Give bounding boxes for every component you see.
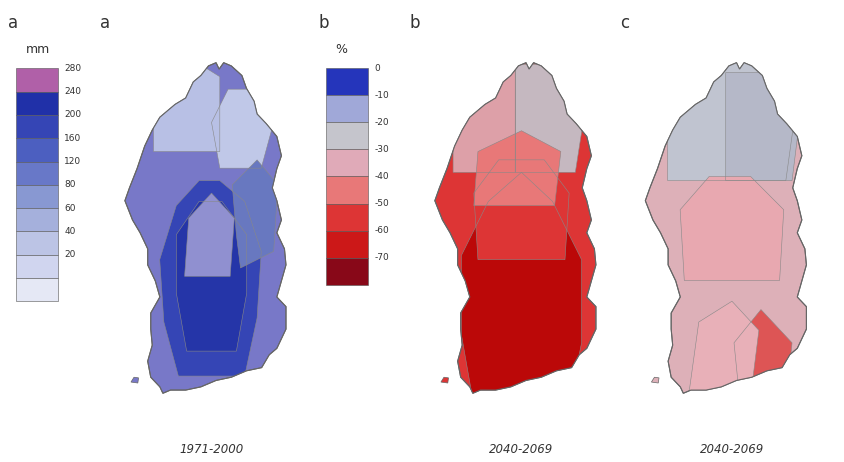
Text: 0: 0 bbox=[374, 64, 380, 73]
Text: 2040-2069: 2040-2069 bbox=[700, 443, 764, 456]
Polygon shape bbox=[435, 63, 596, 393]
FancyBboxPatch shape bbox=[326, 150, 369, 176]
FancyBboxPatch shape bbox=[16, 231, 58, 255]
FancyBboxPatch shape bbox=[326, 176, 369, 203]
Text: 80: 80 bbox=[64, 180, 76, 189]
FancyBboxPatch shape bbox=[326, 96, 369, 122]
Polygon shape bbox=[734, 310, 792, 405]
Polygon shape bbox=[462, 172, 582, 405]
FancyBboxPatch shape bbox=[16, 208, 58, 231]
Polygon shape bbox=[646, 63, 806, 393]
FancyBboxPatch shape bbox=[326, 203, 369, 231]
Text: 160: 160 bbox=[64, 134, 82, 143]
Text: -10: -10 bbox=[374, 91, 389, 100]
FancyBboxPatch shape bbox=[16, 255, 58, 278]
Polygon shape bbox=[125, 63, 286, 393]
FancyBboxPatch shape bbox=[16, 185, 58, 208]
Polygon shape bbox=[125, 63, 286, 393]
FancyBboxPatch shape bbox=[16, 91, 58, 115]
Polygon shape bbox=[154, 56, 219, 152]
FancyBboxPatch shape bbox=[326, 68, 369, 96]
Text: c: c bbox=[620, 14, 629, 32]
Polygon shape bbox=[212, 89, 273, 168]
Polygon shape bbox=[515, 64, 586, 172]
Text: 240: 240 bbox=[64, 87, 81, 96]
FancyBboxPatch shape bbox=[326, 122, 369, 150]
Polygon shape bbox=[726, 73, 800, 181]
Text: 40: 40 bbox=[64, 227, 76, 236]
Text: b: b bbox=[409, 14, 420, 32]
Polygon shape bbox=[646, 63, 806, 393]
FancyBboxPatch shape bbox=[326, 231, 369, 258]
Text: -50: -50 bbox=[374, 199, 389, 208]
FancyBboxPatch shape bbox=[16, 115, 58, 138]
Polygon shape bbox=[160, 181, 262, 376]
Polygon shape bbox=[131, 377, 138, 383]
Polygon shape bbox=[232, 160, 278, 268]
Polygon shape bbox=[668, 52, 796, 181]
Text: mm: mm bbox=[26, 43, 50, 56]
Polygon shape bbox=[473, 160, 569, 260]
Text: 20: 20 bbox=[64, 250, 76, 259]
FancyBboxPatch shape bbox=[326, 258, 369, 285]
Text: 120: 120 bbox=[64, 157, 81, 166]
Polygon shape bbox=[176, 201, 246, 351]
Polygon shape bbox=[185, 193, 235, 276]
FancyBboxPatch shape bbox=[16, 162, 58, 185]
Polygon shape bbox=[441, 377, 448, 383]
FancyBboxPatch shape bbox=[16, 138, 58, 162]
Text: %: % bbox=[336, 43, 348, 56]
FancyBboxPatch shape bbox=[16, 278, 58, 301]
Polygon shape bbox=[453, 48, 515, 172]
Text: a: a bbox=[8, 14, 19, 32]
Text: -70: -70 bbox=[374, 253, 389, 262]
Polygon shape bbox=[652, 377, 659, 383]
Polygon shape bbox=[689, 301, 759, 397]
Text: 2040-2069: 2040-2069 bbox=[490, 443, 554, 456]
Text: b: b bbox=[318, 14, 329, 32]
Text: 280: 280 bbox=[64, 64, 81, 73]
Polygon shape bbox=[473, 131, 561, 206]
Text: 200: 200 bbox=[64, 110, 81, 120]
Text: 1971-2000: 1971-2000 bbox=[180, 443, 244, 456]
Text: 60: 60 bbox=[64, 204, 76, 213]
Text: -30: -30 bbox=[374, 145, 389, 154]
Polygon shape bbox=[680, 176, 784, 280]
Polygon shape bbox=[435, 63, 596, 393]
Text: -40: -40 bbox=[374, 172, 389, 181]
Text: -20: -20 bbox=[374, 118, 389, 127]
Text: a: a bbox=[100, 14, 110, 32]
Text: -60: -60 bbox=[374, 226, 389, 235]
FancyBboxPatch shape bbox=[16, 68, 58, 91]
